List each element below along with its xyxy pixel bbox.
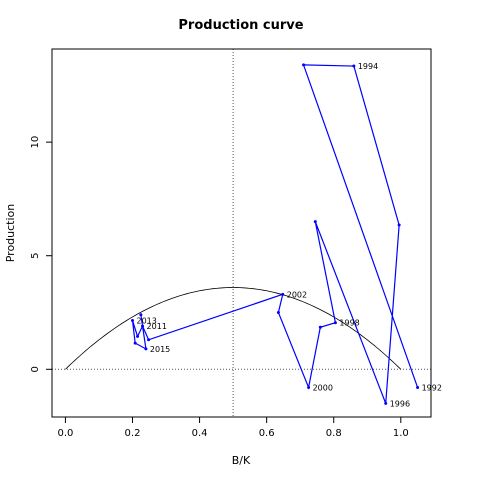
data-point	[139, 313, 143, 317]
y-tick-label: 0	[30, 366, 41, 372]
x-tick-label: 0.8	[326, 428, 342, 439]
y-tick-label: 5	[30, 253, 41, 259]
data-point-label: 2011	[147, 322, 167, 331]
x-tick-label: 0.2	[125, 428, 141, 439]
data-point	[281, 292, 285, 296]
data-point	[136, 334, 140, 338]
data-point-label: 1992	[422, 383, 442, 392]
data-point	[318, 325, 322, 329]
x-tick-label: 1.0	[393, 428, 409, 439]
data-point	[416, 385, 420, 389]
data-point-label: 1994	[358, 62, 378, 71]
data-point	[141, 324, 145, 328]
data-point	[313, 220, 317, 224]
data-point	[147, 338, 151, 342]
data-point	[352, 64, 356, 68]
data-point-label: 2015	[150, 345, 170, 354]
data-point-label: 2002	[287, 290, 307, 299]
y-axis-label: Production	[4, 204, 17, 263]
series-line	[131, 64, 419, 404]
data-point	[384, 401, 388, 405]
data-point-label: 2013	[136, 316, 156, 325]
data-point	[307, 385, 311, 389]
production-curve-line	[65, 287, 402, 370]
data-point	[397, 223, 401, 227]
data-point	[144, 347, 148, 351]
data-point-label: 1998	[339, 319, 359, 328]
data-point	[133, 341, 137, 345]
data-point	[276, 311, 280, 315]
data-point-label: 2000	[313, 383, 333, 392]
plot-frame	[51, 48, 432, 418]
x-tick-label: 0.4	[192, 428, 208, 439]
data-point	[333, 321, 337, 325]
x-tick-label: 0.6	[259, 428, 275, 439]
x-tick-label: 0.0	[57, 428, 73, 439]
y-tick-label: 10	[30, 136, 41, 149]
data-point	[130, 318, 134, 322]
data-point-label: 1996	[390, 399, 410, 408]
x-axis-label: B/K	[232, 454, 251, 467]
chart-title: Production curve	[178, 18, 303, 33]
data-point	[302, 63, 306, 67]
